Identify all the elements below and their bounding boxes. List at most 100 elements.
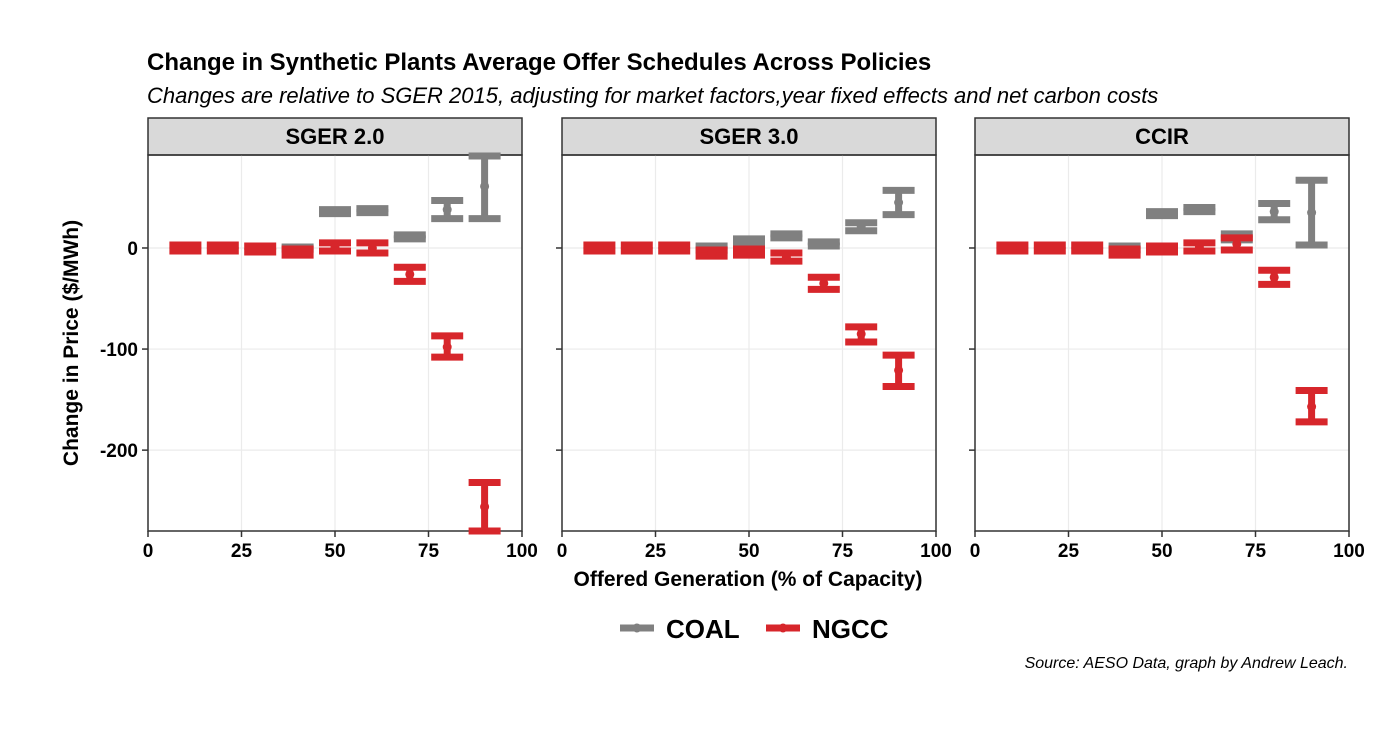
panel-sger-3-0: SGER 3.0 0 25 50 75 100 bbox=[556, 117, 952, 562]
point-estimate bbox=[819, 239, 829, 249]
errorbar-ngcc bbox=[845, 323, 878, 346]
panel-sger-2-0: SGER 2.0 0 25 50 75 100 0 -100 -200 bbox=[100, 117, 538, 562]
errorbar-ngcc bbox=[996, 241, 1029, 255]
point-estimate bbox=[1307, 208, 1317, 218]
errorbar-ngcc bbox=[1295, 387, 1328, 426]
errorbar-ngcc bbox=[1220, 234, 1253, 254]
strip-label-sger-3-0: SGER 3.0 bbox=[699, 124, 798, 149]
point-estimate bbox=[480, 502, 490, 512]
errorbar-ngcc bbox=[1258, 266, 1291, 288]
point-estimate bbox=[442, 342, 452, 352]
errorbar-ngcc bbox=[882, 351, 915, 390]
errorbar-ngcc bbox=[583, 241, 616, 255]
errorbar-ngcc bbox=[770, 249, 803, 265]
errorbar-ngcc bbox=[620, 241, 653, 255]
errorbar-ngcc bbox=[169, 241, 202, 255]
point-estimate bbox=[293, 247, 303, 257]
chart-subtitle: Changes are relative to SGER 2015, adjus… bbox=[147, 83, 1158, 108]
y-tick-label: -100 bbox=[100, 340, 138, 361]
point-estimate bbox=[856, 222, 866, 232]
point-estimate bbox=[1269, 207, 1279, 217]
legend-item-ngcc: NGCC bbox=[766, 614, 889, 644]
errorbar-ngcc bbox=[206, 241, 239, 255]
errorbar-coal bbox=[431, 196, 464, 223]
errorbar-ngcc bbox=[1146, 242, 1178, 256]
point-estimate bbox=[1007, 243, 1017, 253]
x-tick-label: 0 bbox=[970, 541, 981, 562]
series-coal-sger-2-0 bbox=[281, 152, 501, 253]
strip-sger-2-0 bbox=[147, 117, 523, 156]
point-estimate bbox=[1269, 272, 1279, 282]
point-estimate bbox=[594, 243, 604, 253]
gridlines-sger-3-0 bbox=[561, 155, 937, 531]
errorbar-ngcc bbox=[1033, 241, 1066, 255]
errorbar-coal bbox=[807, 238, 840, 250]
errorbar-ngcc bbox=[281, 245, 314, 259]
errorbar-coal bbox=[1146, 208, 1178, 220]
x-tick-label: 100 bbox=[506, 541, 538, 562]
errorbar-ngcc bbox=[1183, 239, 1216, 255]
point-estimate bbox=[255, 244, 265, 254]
x-tick-label: 25 bbox=[231, 541, 253, 562]
errorbar-coal bbox=[319, 206, 351, 218]
x-tick-label: 50 bbox=[738, 541, 759, 562]
x-tick-label: 0 bbox=[143, 541, 154, 562]
x-tick-label: 100 bbox=[920, 541, 952, 562]
legend-item-coal: COAL bbox=[620, 614, 740, 644]
errorbar-coal bbox=[1295, 176, 1328, 249]
x-tick-label: 50 bbox=[324, 541, 345, 562]
x-tick-label: 100 bbox=[1333, 541, 1365, 562]
errorbar-coal bbox=[1183, 204, 1216, 216]
errorbar-ngcc bbox=[244, 242, 277, 256]
point-estimate bbox=[330, 242, 340, 252]
x-tick-label: 0 bbox=[557, 541, 568, 562]
strip-label-ccir: CCIR bbox=[1135, 124, 1189, 149]
point-estimate bbox=[744, 247, 754, 257]
errorbar-ngcc bbox=[468, 478, 501, 535]
point-estimate bbox=[218, 243, 228, 253]
point-estimate bbox=[894, 198, 904, 208]
series-ngcc-sger-2-0 bbox=[169, 239, 501, 535]
x-tick-label: 75 bbox=[1245, 541, 1267, 562]
errorbar-ngcc bbox=[733, 245, 765, 259]
y-tick-label: 0 bbox=[127, 239, 138, 260]
point-estimate bbox=[1082, 243, 1092, 253]
facet-panels: SGER 2.0 0 25 50 75 100 0 -100 -200 SGER 3.0 0 25 50… bbox=[100, 117, 1365, 562]
errorbar-ngcc bbox=[431, 332, 464, 361]
x-tick-label: 25 bbox=[645, 541, 667, 562]
point-estimate bbox=[442, 205, 452, 215]
series-ngcc-sger-3-0 bbox=[583, 241, 915, 390]
series-ngcc-ccir bbox=[996, 234, 1328, 426]
x-tick-label: 75 bbox=[832, 541, 854, 562]
errorbar-ngcc bbox=[695, 246, 728, 260]
point-estimate bbox=[781, 252, 791, 262]
errorbar-coal bbox=[770, 230, 803, 242]
point-estimate bbox=[1194, 242, 1204, 252]
point-estimate bbox=[856, 329, 866, 339]
x-tick-label: 50 bbox=[1151, 541, 1172, 562]
point-estimate bbox=[781, 231, 791, 241]
point-estimate bbox=[707, 248, 717, 258]
errorbar-ngcc bbox=[1071, 241, 1104, 255]
errorbar-ngcc bbox=[393, 263, 426, 285]
point-estimate bbox=[367, 206, 377, 216]
point-estimate bbox=[744, 236, 754, 246]
errorbar-coal bbox=[393, 231, 426, 243]
point-estimate bbox=[1120, 247, 1130, 257]
legend-label-coal: COAL bbox=[666, 614, 740, 644]
point-estimate bbox=[480, 181, 490, 191]
errorbar-coal bbox=[1258, 200, 1291, 224]
legend-key-point bbox=[632, 623, 642, 633]
errorbar-ngcc bbox=[658, 241, 691, 255]
errorbar-ngcc bbox=[807, 273, 840, 293]
point-estimate bbox=[632, 243, 642, 253]
errorbar-coal bbox=[468, 152, 501, 223]
x-tick-label: 75 bbox=[418, 541, 440, 562]
point-estimate bbox=[367, 243, 377, 253]
errorbar-coal bbox=[733, 235, 765, 247]
point-estimate bbox=[894, 365, 904, 375]
point-estimate bbox=[180, 243, 190, 253]
point-estimate bbox=[1157, 244, 1167, 254]
errorbar-coal bbox=[882, 186, 915, 219]
